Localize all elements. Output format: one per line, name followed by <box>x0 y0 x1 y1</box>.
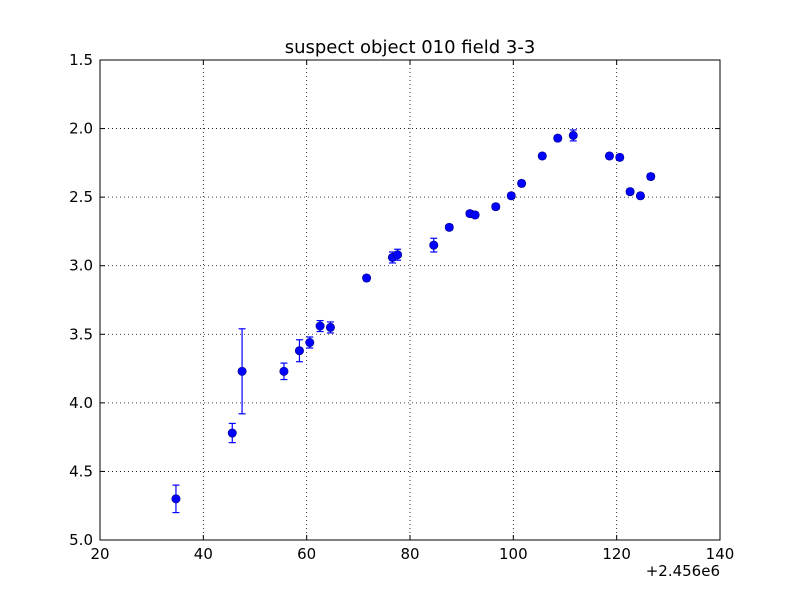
y-tick-label: 5.0 <box>69 531 93 549</box>
tick-labels: 20 40 60 80 100 120 140 1.5 2.0 2.5 3.0 3.5 4.0 4.5 5.… <box>69 51 734 563</box>
x-tick-label: 140 <box>706 545 735 563</box>
y-tick-label: 4.0 <box>69 394 93 412</box>
data-point <box>625 187 635 197</box>
y-tick-label: 3.0 <box>69 257 93 275</box>
x-tick-label: 40 <box>194 545 213 563</box>
data-point <box>237 366 247 376</box>
data-point <box>470 210 480 220</box>
y-tick-label: 2.5 <box>69 188 93 206</box>
y-tick-label: 4.5 <box>69 462 93 480</box>
data-point <box>279 366 289 376</box>
x-tick-label: 80 <box>400 545 419 563</box>
data-point <box>635 191 645 201</box>
x-tick-label: 120 <box>602 545 631 563</box>
data-point <box>227 428 237 438</box>
data-point <box>537 151 547 161</box>
chart-title: suspect object 010 field 3-3 <box>285 37 536 58</box>
y-tick-label: 3.5 <box>69 325 93 343</box>
data-point <box>171 494 181 504</box>
data-point <box>517 178 527 188</box>
grid-lines <box>100 60 720 540</box>
y-tick-label: 1.5 <box>69 51 93 69</box>
x-tick-label: 60 <box>297 545 316 563</box>
x-tick-label: 100 <box>499 545 528 563</box>
data-point <box>491 202 501 212</box>
data-point <box>315 321 325 331</box>
data-point <box>325 322 335 332</box>
data-point <box>553 133 563 143</box>
axis-ticks <box>99 59 721 541</box>
data-point <box>305 338 315 348</box>
data-point <box>615 152 625 162</box>
data-point <box>646 172 656 182</box>
data-point <box>568 130 578 140</box>
data-point <box>444 222 454 232</box>
data-point <box>506 191 516 201</box>
x-tick-label: 20 <box>90 545 109 563</box>
data-point <box>393 250 403 260</box>
data-point <box>429 240 439 250</box>
data-point <box>362 273 372 283</box>
data-point <box>294 346 304 356</box>
y-tick-label: 2.0 <box>69 120 93 138</box>
x-axis-offset-label: +2.456e6 <box>646 562 720 580</box>
data-points <box>171 130 656 504</box>
data-point <box>604 151 614 161</box>
